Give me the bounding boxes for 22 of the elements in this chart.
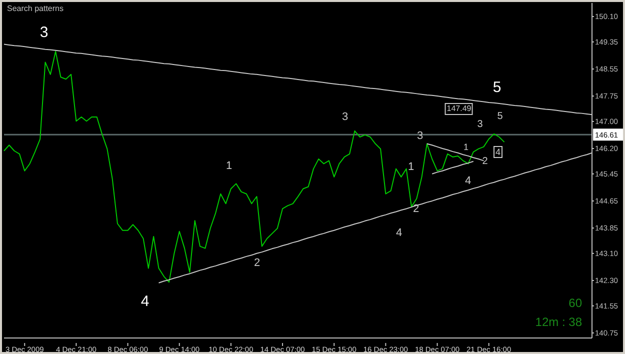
annotation: 12m : 38	[535, 314, 582, 330]
annotation: 3	[342, 111, 348, 125]
annotation: 4	[493, 146, 503, 158]
annotation: 3	[477, 119, 483, 131]
annotation: 1	[408, 161, 414, 175]
annotation: 2	[482, 156, 488, 168]
annotation: 1	[463, 142, 469, 152]
chart-title: Search patterns	[7, 4, 64, 13]
annotation: 4	[464, 175, 472, 189]
line-series	[432, 160, 474, 174]
annotation: 5	[497, 111, 503, 123]
annotation: 4	[396, 227, 402, 241]
line-series	[4, 50, 505, 283]
annotation: 4	[140, 293, 150, 311]
annotation: 60	[568, 296, 582, 310]
annotation: 147.49	[444, 103, 474, 115]
annotation: 1	[226, 160, 232, 174]
line-series	[426, 143, 484, 162]
annotation: 2	[254, 257, 260, 271]
annotation: 3	[416, 130, 424, 144]
annotation: 3	[40, 24, 48, 42]
annotation: 5	[492, 79, 502, 97]
